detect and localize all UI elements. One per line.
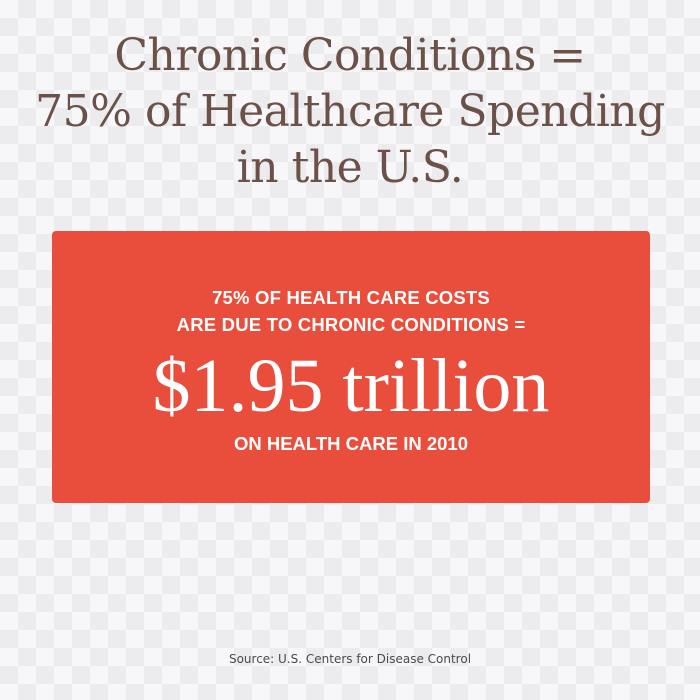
- callout-lead: 75% OF HEALTH CARE COSTS ARE DUE TO CHRO…: [52, 284, 650, 338]
- callout-amount: $1.95 trillion: [152, 344, 550, 428]
- callout-tail: ON HEALTH CARE IN 2010: [233, 433, 469, 454]
- callout-lead-line: ARE DUE TO CHRONIC CONDITIONS =: [176, 314, 526, 335]
- headline-line: 75% of Healthcare Spending: [35, 86, 665, 137]
- callout-box: 75% OF HEALTH CARE COSTS ARE DUE TO CHRO…: [52, 231, 650, 503]
- source-note: Source: U.S. Centers for Disease Control: [228, 652, 472, 666]
- callout-lead-line: 75% OF HEALTH CARE COSTS: [212, 287, 490, 308]
- headline: Chronic Conditions = 75% of Healthcare S…: [0, 28, 700, 196]
- headline-line: in the U.S.: [236, 142, 464, 193]
- headline-line: Chronic Conditions =: [114, 30, 586, 81]
